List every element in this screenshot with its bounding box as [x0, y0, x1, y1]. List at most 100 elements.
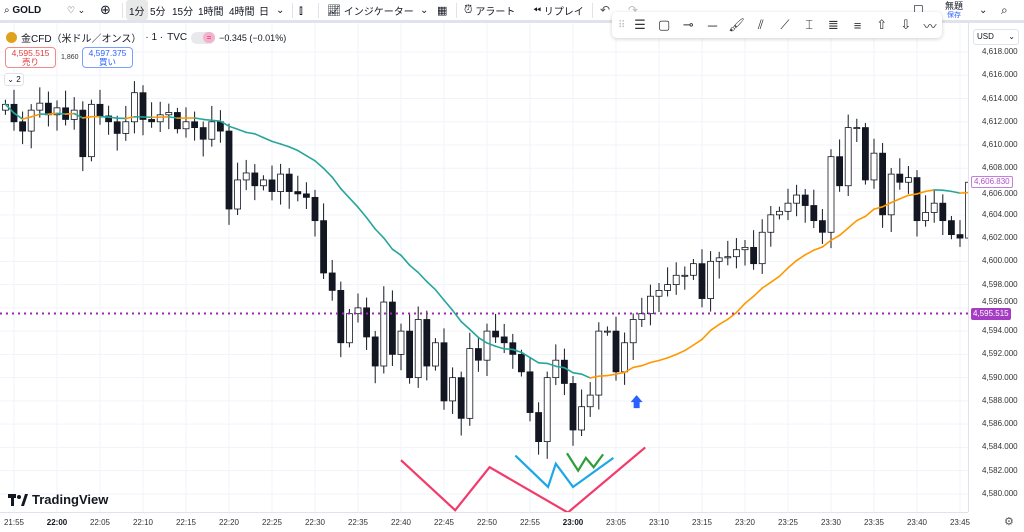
candle-down	[561, 359, 568, 384]
moving-average-segment	[709, 323, 721, 332]
rewind-icon: ⏪︎	[533, 4, 541, 16]
candle-down	[294, 191, 302, 195]
buy-button[interactable]: 4,597.375 買い	[82, 47, 133, 68]
candle-down	[423, 319, 431, 367]
favorite-dropdown[interactable]: ♡ ⌄	[67, 0, 85, 20]
symbol-search[interactable]: ⌕ GOLD	[4, 4, 42, 16]
chart-type-button[interactable]: ⫾	[299, 0, 303, 20]
rectangle-icon[interactable]: ▢	[657, 17, 671, 32]
trend-line-icon[interactable]: ⟋	[780, 17, 790, 32]
time-label: 22:00	[46, 518, 68, 527]
moving-average-segment	[864, 208, 875, 218]
moving-average-segment	[82, 115, 93, 119]
layout-dropdown[interactable]: ⌄	[979, 0, 987, 20]
fib-extension-icon[interactable]: ≡	[853, 17, 862, 33]
brush-icon[interactable]: 🖌︎	[728, 17, 745, 32]
price-chart[interactable]	[0, 0, 968, 512]
fullscreen-button[interactable]: ☐	[913, 0, 924, 20]
moving-average-segment	[537, 362, 549, 365]
candle-down	[492, 330, 500, 338]
interval-5m[interactable]: 5分	[150, 6, 166, 18]
price-label: 4,618.000	[982, 47, 1018, 56]
compare-button[interactable]: ⊕	[100, 0, 111, 20]
interval-15m[interactable]: 15分	[172, 6, 194, 18]
candle-up	[827, 156, 835, 233]
candle-down	[173, 112, 181, 130]
interval-4h[interactable]: 4時間	[229, 6, 255, 18]
candle-down	[457, 377, 465, 419]
interval-dropdown[interactable]: ⌄	[276, 0, 284, 20]
candle-up	[122, 121, 130, 134]
candle-up	[922, 212, 929, 222]
parallel-channel-icon[interactable]: ⫽	[757, 17, 764, 32]
replay-button[interactable]: ⏪︎ リプレイ	[533, 4, 584, 18]
moving-average-segment	[812, 246, 824, 251]
redo-button[interactable]: ↷	[628, 0, 638, 20]
candle-down	[569, 383, 577, 431]
arrow-up-icon[interactable]: ⇧	[876, 17, 888, 32]
indicators-dropdown[interactable]: ⌄	[420, 0, 428, 20]
undo-button[interactable]: ↶	[600, 0, 610, 20]
price-label: 4,602.000	[982, 233, 1018, 243]
indicators-button[interactable]: 📈︎ インジケーター	[327, 4, 414, 18]
moving-average-segment	[262, 136, 273, 143]
horizontal-ray-icon[interactable]: ⊸	[682, 17, 694, 32]
moving-average-segment	[838, 227, 850, 237]
moving-average-segment	[683, 344, 695, 352]
candle-up	[715, 257, 723, 262]
moving-average-segment	[606, 373, 617, 377]
layout-save-button[interactable]: 無題 保存	[945, 1, 964, 20]
interval-1d[interactable]: 日	[259, 6, 269, 18]
interval-1h[interactable]: 1時間	[198, 6, 224, 18]
moving-average-segment	[623, 366, 635, 374]
moving-average-segment	[666, 353, 678, 359]
currency-dropdown[interactable]: USD ⌄	[973, 29, 1019, 45]
drag-handle-icon[interactable]: ⠿	[618, 19, 626, 31]
price-axis[interactable]: USD ⌄ 4,618.000 4,616.000 4,614.000 4,612.00…	[968, 23, 1024, 512]
indicator-collapse-button[interactable]: ⌄ 2	[4, 73, 24, 86]
price-label: 4,592.000	[982, 349, 1018, 359]
horizontal-lines-icon[interactable]: ☰	[634, 17, 646, 32]
horizontal-line-price-label: 4,595.515	[971, 307, 1011, 320]
time-label: 23:40	[906, 518, 928, 527]
moving-average-segment	[821, 239, 832, 248]
time-axis[interactable]: 21:55 22:00 22:05 22:10 22:15 22:20 22:25 22:30…	[0, 512, 970, 532]
path-icon[interactable]: 〰	[923, 18, 937, 34]
chevron-down-icon: ⌄	[77, 4, 86, 15]
tradingview-logo-icon	[8, 493, 28, 506]
price-range-icon[interactable]: ⌶	[805, 17, 814, 32]
quick-search-button[interactable]: ⌕	[1001, 0, 1008, 20]
diamond-icon: ♡	[67, 4, 76, 15]
candle-down	[518, 353, 525, 373]
arrow-up-marker	[630, 395, 643, 409]
moving-average-segment	[589, 375, 600, 379]
alert-button[interactable]: ⏰︎ アラート	[464, 3, 516, 18]
candle-up	[277, 173, 285, 192]
moving-average-segment	[898, 194, 910, 200]
candle-up	[681, 274, 689, 277]
interval-1m[interactable]: 1分	[126, 0, 148, 20]
time-label: 22:35	[347, 518, 369, 527]
moving-average-segment	[47, 112, 58, 116]
pink-w-pattern	[400, 446, 646, 512]
settings-gear-icon[interactable]: ⚙	[1004, 516, 1014, 528]
layouts-button[interactable]: ▦	[437, 0, 447, 20]
candle-down	[113, 121, 121, 134]
horizontal-line-icon[interactable]: ─	[707, 17, 718, 33]
price-label: 4,616.000	[982, 70, 1018, 80]
symbol-title[interactable]: 金CFD（米ドル／オンス）	[21, 34, 142, 45]
candle-down	[96, 103, 104, 117]
blue-w-pattern	[514, 454, 615, 489]
candle-up	[552, 359, 560, 379]
moving-average-segment	[735, 302, 746, 314]
arrow-down-icon[interactable]: ⇩	[900, 17, 912, 32]
time-label: 23:30	[820, 518, 842, 527]
legend-toggle[interactable]: =	[191, 31, 216, 44]
tradingview-logo[interactable]: TradingView	[8, 492, 108, 507]
candle-up	[690, 263, 697, 276]
candle-up	[165, 112, 173, 116]
moving-average-segment	[778, 267, 789, 278]
sell-button[interactable]: 4,595.515 売り	[5, 47, 56, 68]
moving-average-segment	[4, 103, 15, 114]
fib-retracement-icon[interactable]: ≣	[827, 17, 839, 32]
